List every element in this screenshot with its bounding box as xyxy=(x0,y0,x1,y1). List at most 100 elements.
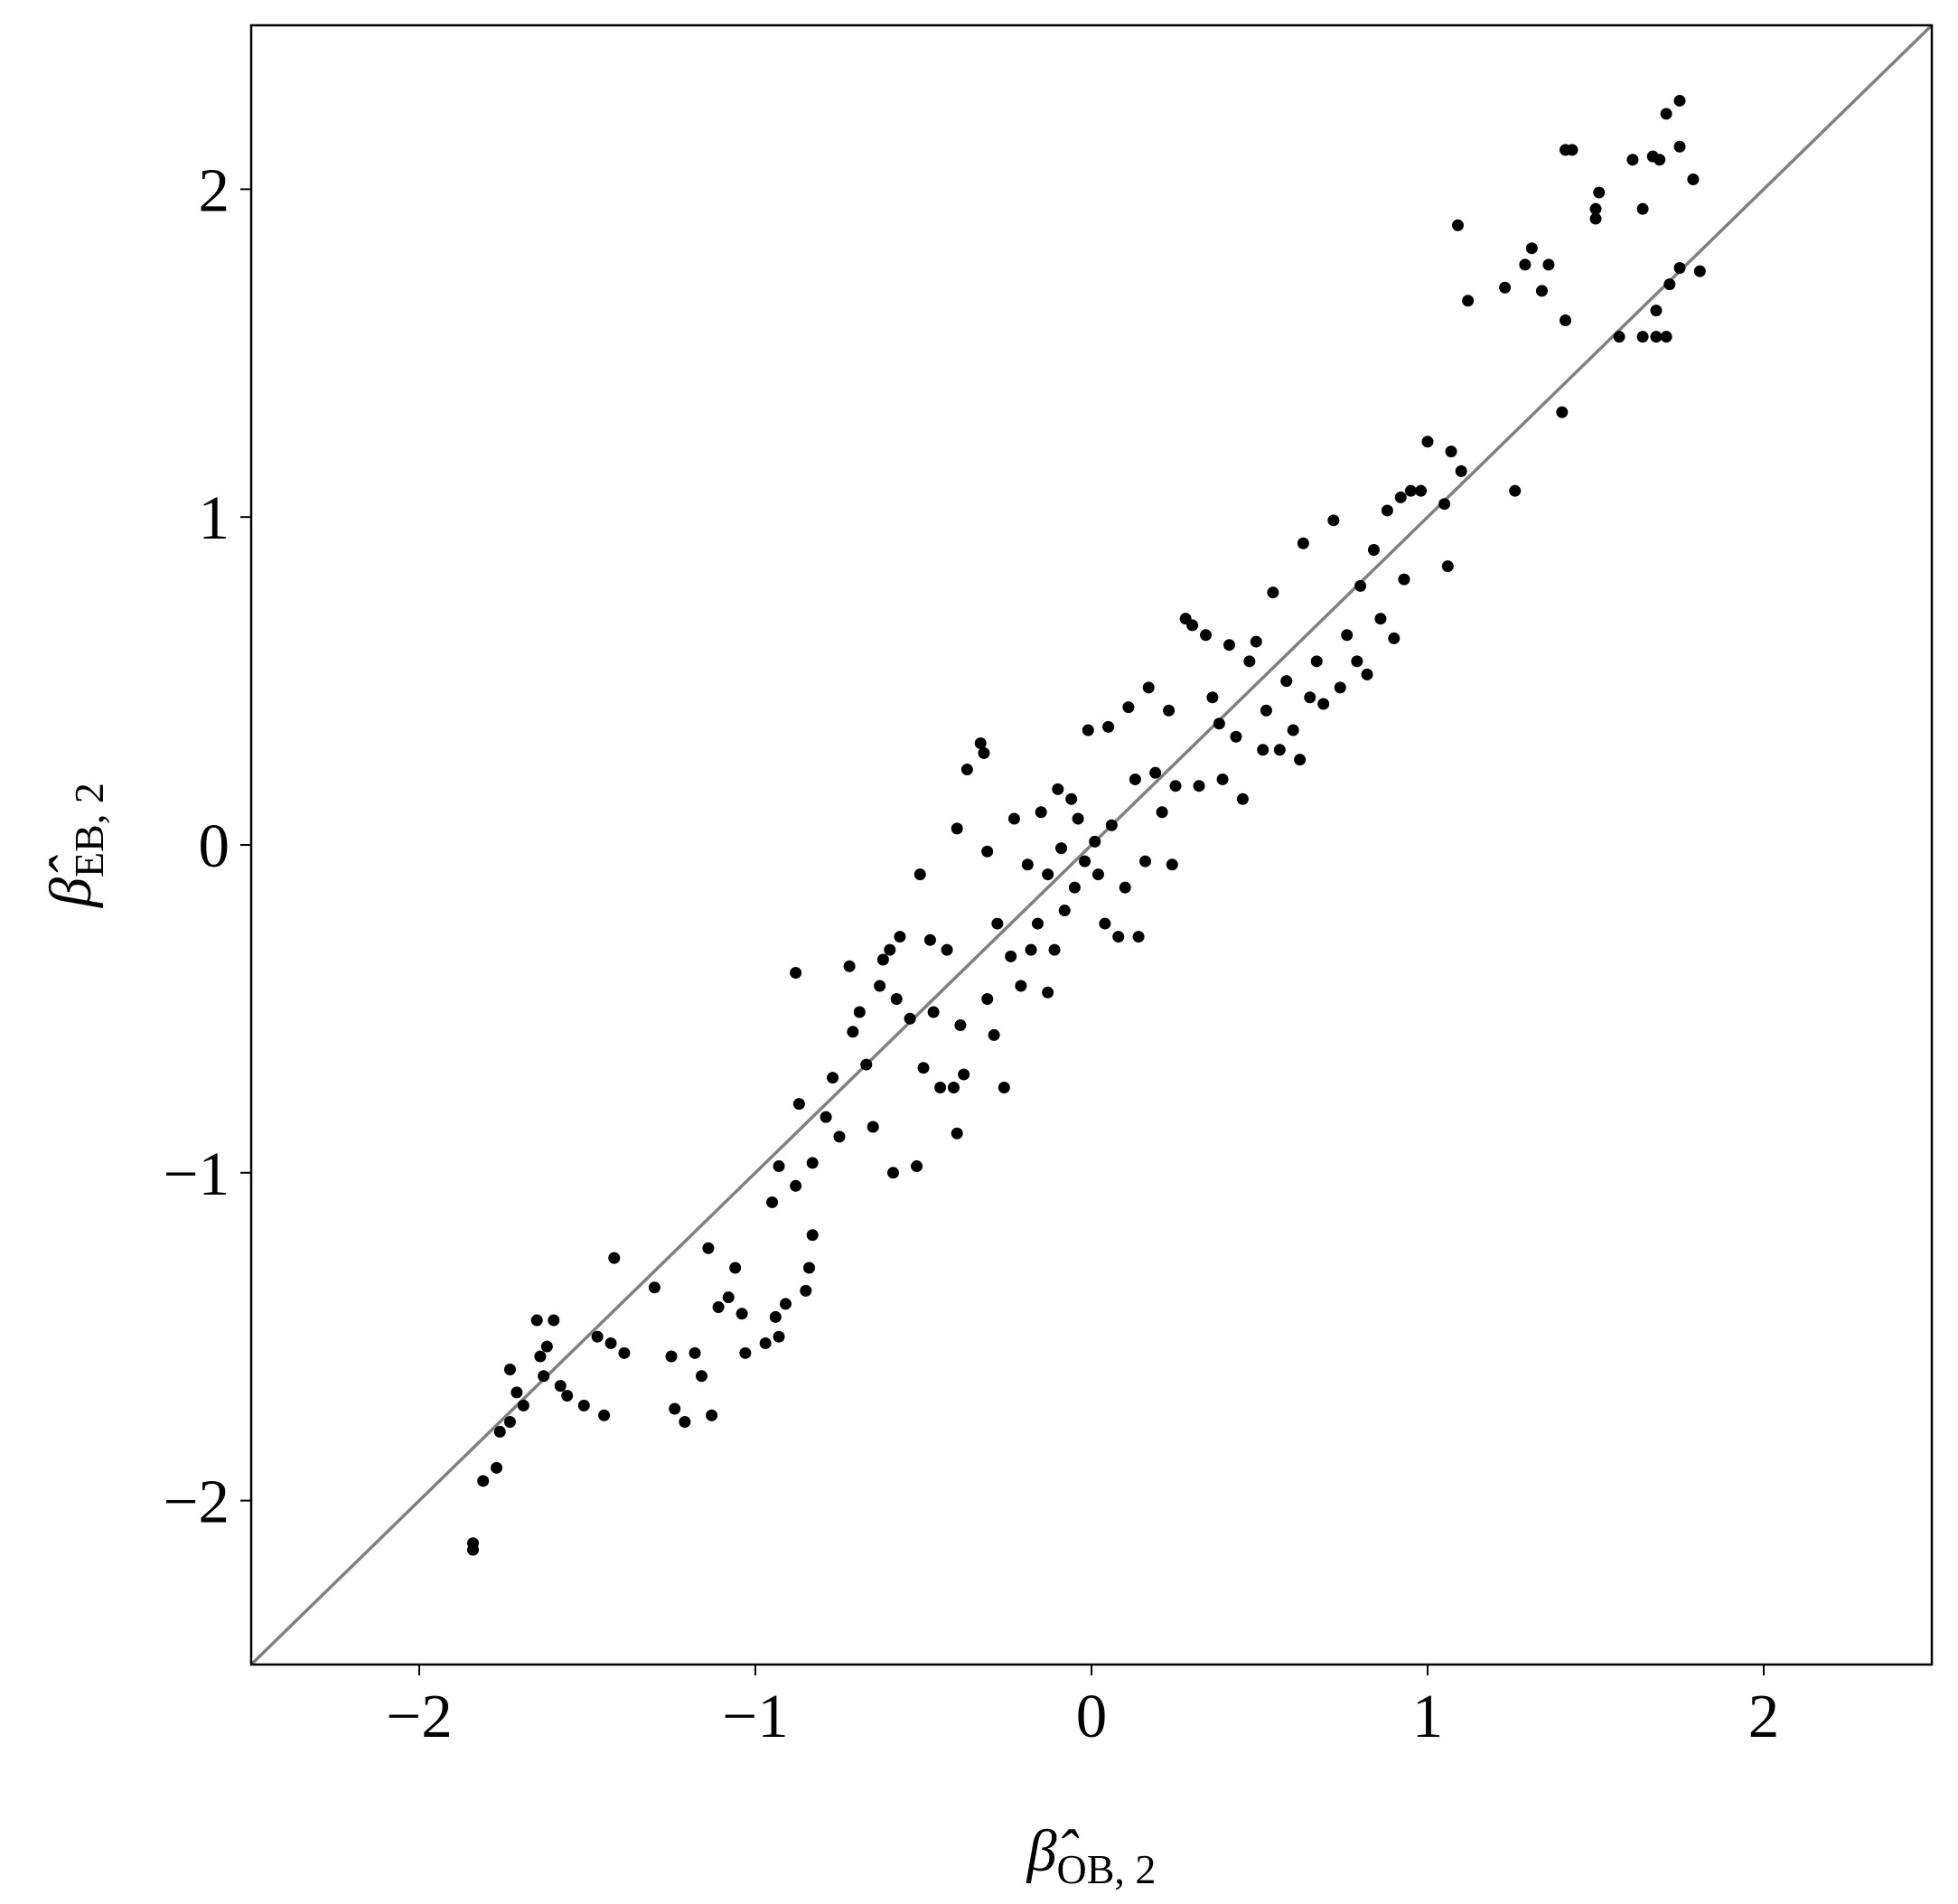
point xyxy=(923,933,936,946)
x-tick-label: −1 xyxy=(722,1682,788,1750)
point xyxy=(1519,258,1532,271)
point xyxy=(1122,701,1135,714)
point xyxy=(827,1072,839,1084)
point xyxy=(1636,331,1649,343)
point xyxy=(833,1130,846,1143)
y-tick-label: 0 xyxy=(199,811,230,880)
point xyxy=(1367,543,1380,556)
point xyxy=(1068,881,1081,894)
point xyxy=(493,1425,506,1438)
point xyxy=(1626,154,1639,166)
point xyxy=(1079,855,1091,868)
x-tick-label: 0 xyxy=(1076,1682,1108,1750)
point xyxy=(561,1390,574,1402)
point xyxy=(1509,484,1522,497)
point xyxy=(1525,242,1538,255)
point xyxy=(598,1409,611,1421)
point xyxy=(1317,698,1330,710)
point xyxy=(998,1081,1010,1093)
point xyxy=(1129,773,1141,785)
point xyxy=(1354,579,1367,592)
point xyxy=(706,1409,718,1421)
point xyxy=(874,980,886,992)
point xyxy=(1351,655,1363,668)
point xyxy=(1589,202,1602,215)
point xyxy=(1199,629,1212,642)
point xyxy=(951,822,963,835)
point xyxy=(548,1314,560,1327)
point xyxy=(1663,278,1676,291)
y-tick-label: −2 xyxy=(164,1468,230,1536)
point xyxy=(1236,793,1249,805)
point xyxy=(1341,629,1354,642)
point xyxy=(1441,560,1454,573)
point xyxy=(1048,943,1061,956)
point xyxy=(904,1012,916,1025)
point xyxy=(1398,573,1410,586)
x-label-subscript: OB, 2 xyxy=(1056,1846,1156,1892)
point xyxy=(988,1028,1000,1041)
point xyxy=(766,1196,779,1208)
point xyxy=(1404,484,1417,497)
point xyxy=(1660,331,1672,343)
point xyxy=(934,1081,947,1093)
point xyxy=(712,1301,725,1314)
point xyxy=(511,1386,523,1399)
point xyxy=(1213,718,1225,730)
point xyxy=(1250,635,1262,648)
point xyxy=(1673,261,1686,274)
point xyxy=(1260,704,1272,717)
point xyxy=(1381,504,1393,517)
point xyxy=(820,1111,832,1123)
point xyxy=(477,1475,490,1487)
point xyxy=(1149,766,1162,779)
point xyxy=(1082,724,1094,736)
point xyxy=(1243,655,1256,668)
y-tick-label: −1 xyxy=(164,1140,230,1208)
point xyxy=(735,1308,748,1320)
point xyxy=(1287,724,1299,736)
point xyxy=(1230,730,1242,743)
point xyxy=(954,1019,967,1032)
point xyxy=(540,1340,553,1353)
point xyxy=(1267,586,1279,599)
point xyxy=(981,993,994,1006)
point xyxy=(1072,812,1084,825)
point xyxy=(1021,858,1034,871)
point xyxy=(853,1006,866,1018)
point xyxy=(591,1330,604,1343)
point xyxy=(860,1058,873,1071)
point xyxy=(1445,446,1457,458)
point xyxy=(1112,931,1125,943)
point xyxy=(1451,219,1464,231)
point xyxy=(941,943,953,956)
point xyxy=(1327,514,1340,527)
point xyxy=(1216,773,1229,785)
point xyxy=(1560,314,1572,327)
point xyxy=(1142,681,1155,694)
point xyxy=(689,1346,701,1359)
point xyxy=(702,1242,715,1254)
point xyxy=(1091,868,1104,881)
point xyxy=(1035,806,1047,819)
point xyxy=(554,1380,567,1393)
point xyxy=(1421,436,1434,448)
point xyxy=(1593,186,1606,199)
point xyxy=(1005,950,1017,962)
x-tick-label: −2 xyxy=(386,1682,452,1750)
point xyxy=(911,1160,923,1173)
point xyxy=(1455,464,1467,477)
point xyxy=(604,1337,617,1349)
point xyxy=(1186,619,1199,632)
point xyxy=(884,943,896,956)
point xyxy=(1058,905,1071,917)
point xyxy=(1693,265,1706,277)
point xyxy=(769,1310,782,1323)
point xyxy=(679,1416,691,1429)
point xyxy=(1613,331,1625,343)
point xyxy=(1462,295,1475,307)
point xyxy=(1673,140,1686,153)
point xyxy=(1654,154,1666,166)
point xyxy=(790,966,802,979)
point xyxy=(1388,632,1401,644)
